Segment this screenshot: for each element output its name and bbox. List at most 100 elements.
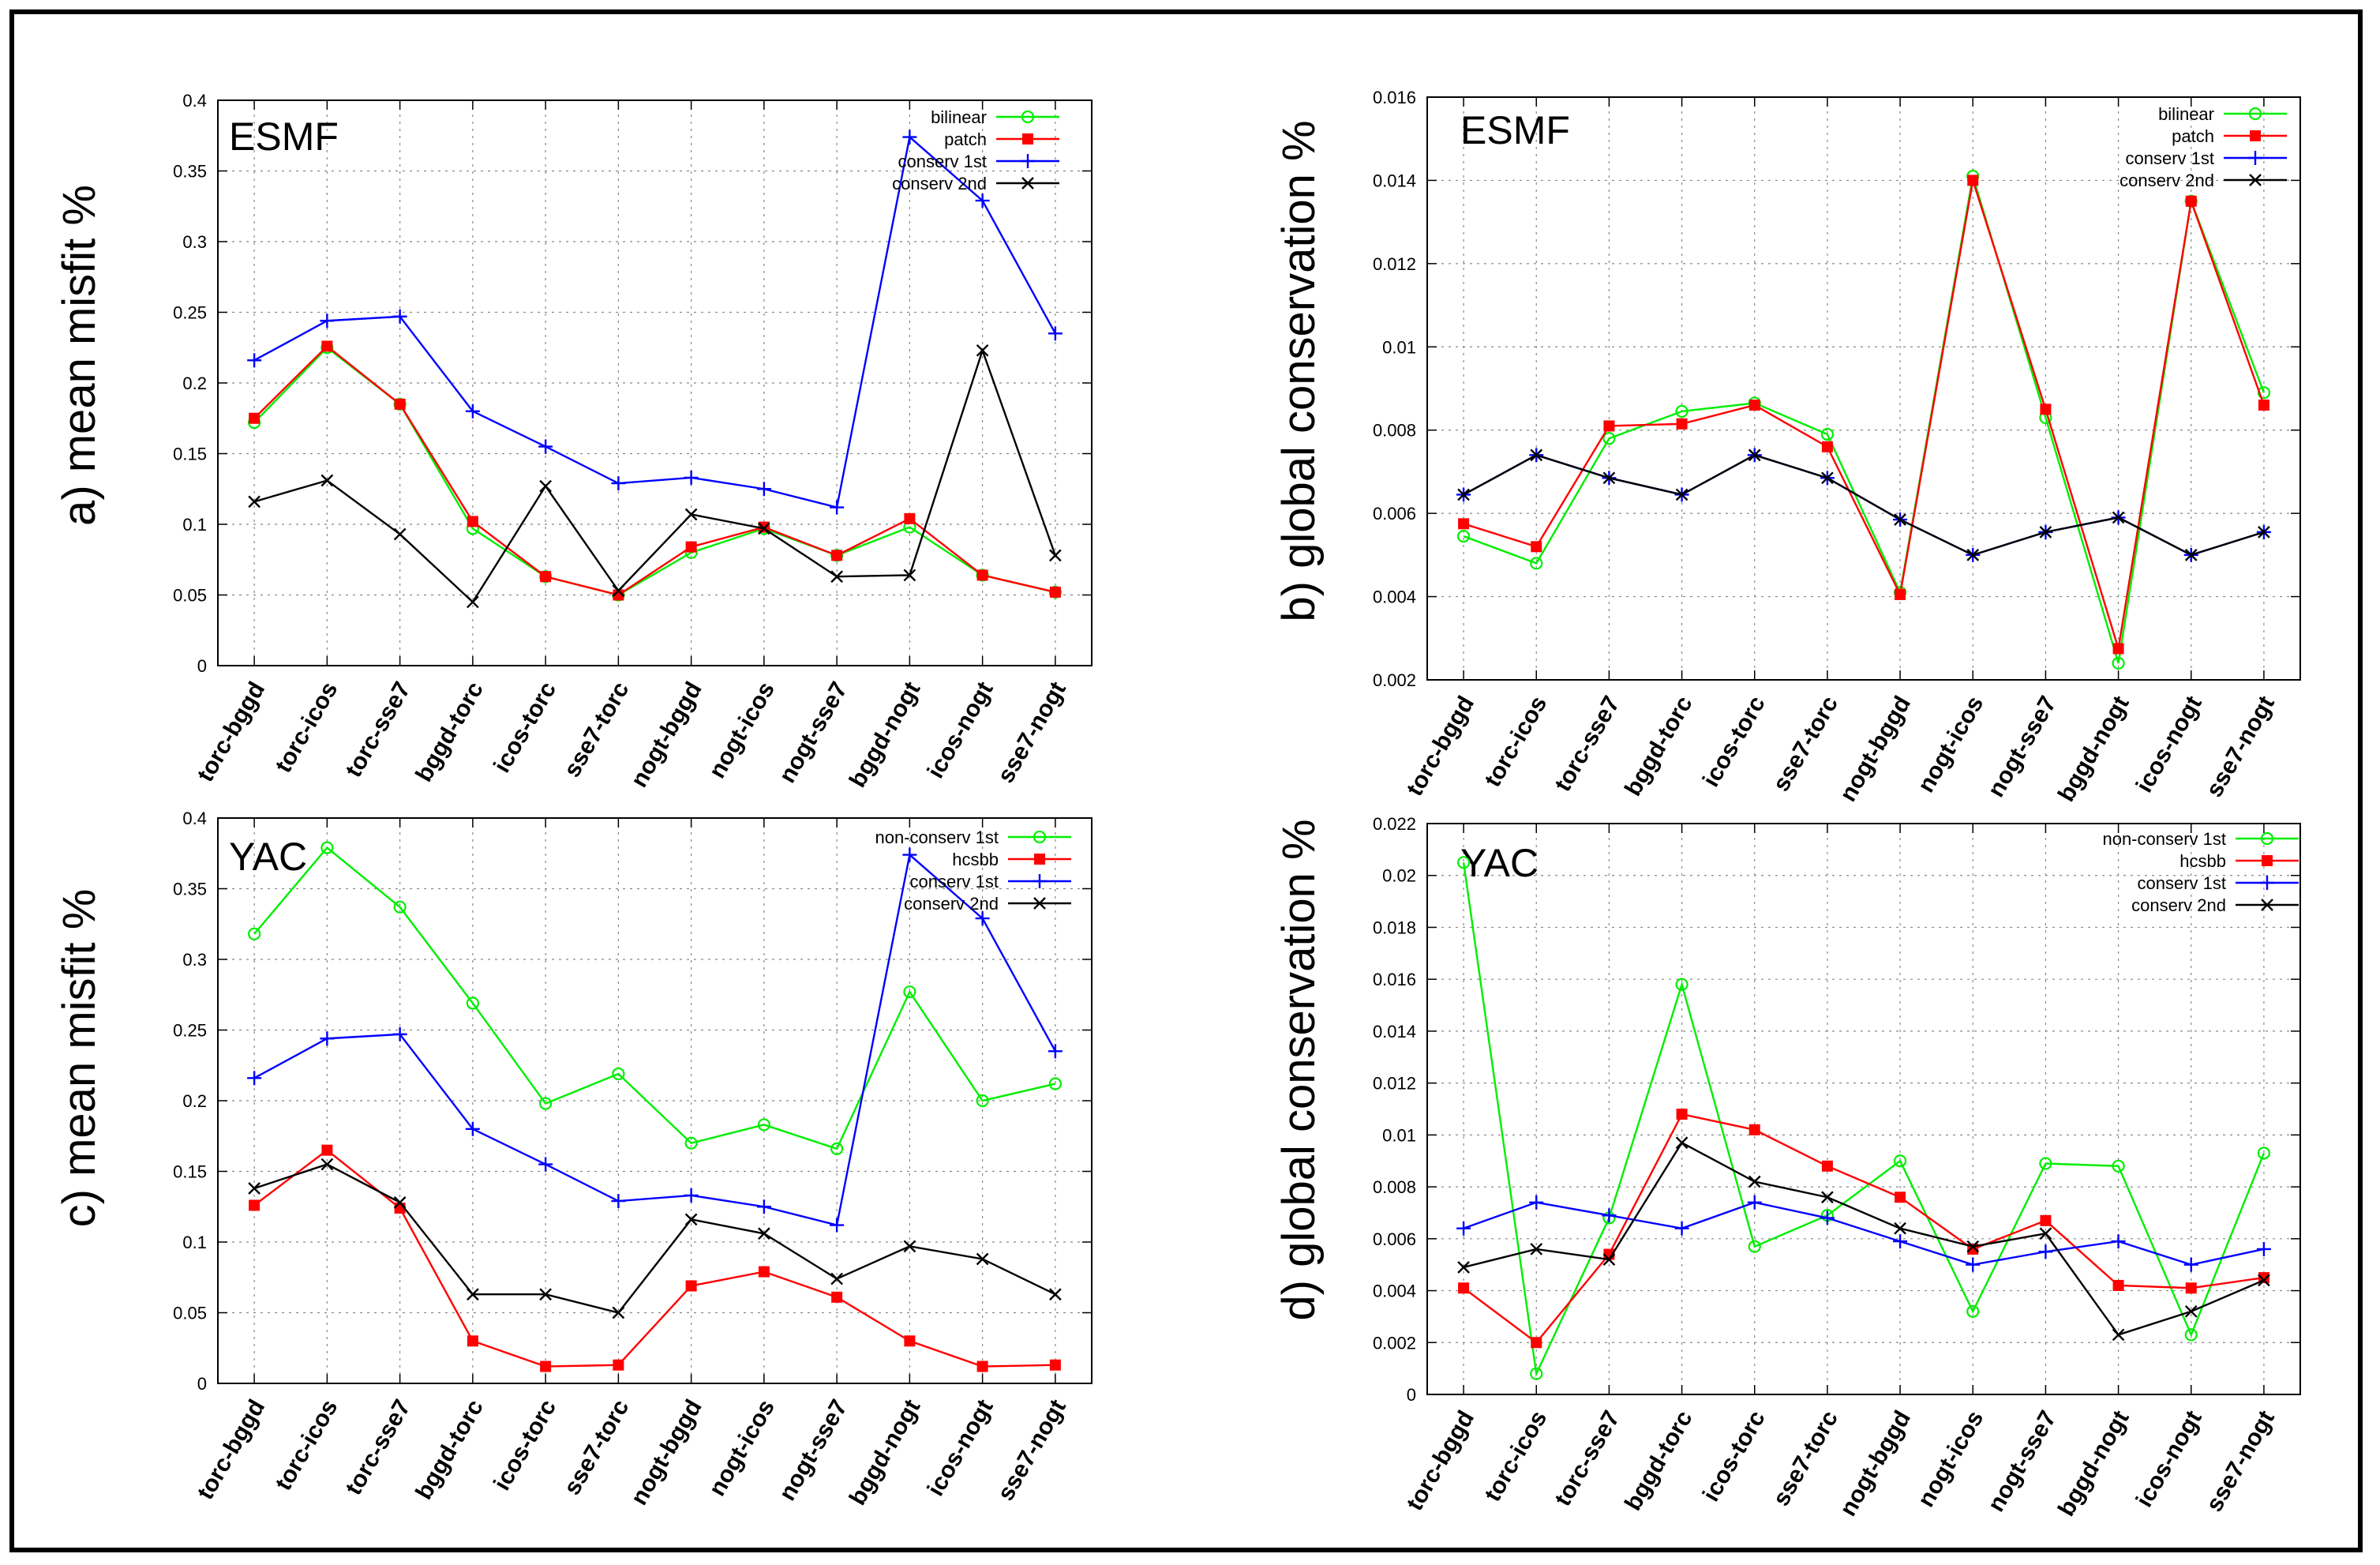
y-tick-label: 0.05: [173, 586, 207, 606]
data-point: [976, 569, 988, 581]
data-point: [2258, 400, 2269, 411]
data-point: [2258, 526, 2270, 539]
y-tick-label: 0: [197, 656, 207, 676]
y-tick-label: 0.012: [1373, 254, 1416, 274]
legend-label: bilinear: [931, 107, 987, 127]
plot-area: [1426, 823, 2301, 1395]
y-tick-label: 0.3: [182, 232, 207, 252]
series-line: [1463, 454, 2265, 557]
data-point: [1530, 557, 1543, 570]
data-point: [1821, 441, 1833, 452]
legend-marker: [1034, 854, 1045, 865]
data-point: [248, 1182, 260, 1195]
data-point: [1895, 588, 1906, 600]
data-point: [1602, 1208, 1617, 1223]
legend-marker: [1033, 874, 1047, 888]
data-point: [684, 470, 699, 485]
data-point: [2040, 403, 2052, 415]
x-tick-label: nogt-bggd: [1835, 692, 1916, 806]
data-point: [2184, 1304, 2198, 1318]
y-axis-label: d) global conservation %: [1273, 819, 1325, 1320]
data-point: [320, 474, 334, 487]
data-point: [2040, 1214, 2052, 1226]
y-tick-label: 0.25: [173, 303, 207, 323]
data-point: [465, 403, 480, 418]
data-point: [467, 1335, 478, 1347]
x-tick-label: torc-bggd: [193, 1395, 271, 1504]
x-tick-label: bggd-nogt: [845, 677, 926, 792]
data-point: [830, 1218, 845, 1233]
legend-label: conserv 2nd: [2131, 895, 2226, 915]
y-tick-label: 0.2: [182, 373, 207, 393]
data-point: [902, 129, 917, 144]
x-tick-label: nogt-icos: [1913, 692, 1988, 797]
data-point: [684, 1213, 698, 1226]
data-point: [830, 570, 843, 584]
data-point: [2039, 1227, 2052, 1240]
data-point: [685, 541, 697, 553]
data-point: [830, 500, 845, 515]
legend-marker: [2260, 831, 2274, 846]
legend-label: conserv 2nd: [2120, 171, 2214, 190]
panel-title: ESMF: [1460, 108, 1570, 152]
y-tick-label: 0.1: [182, 1233, 207, 1252]
data-point: [976, 343, 989, 357]
data-point: [466, 996, 479, 1010]
legend-marker: [2260, 876, 2274, 890]
data-point: [249, 1199, 260, 1211]
data-point: [903, 569, 916, 582]
data-point: [467, 1288, 479, 1301]
data-point: [540, 571, 552, 583]
data-point: [903, 1240, 916, 1253]
y-tick-label: 0.016: [1373, 970, 1416, 989]
legend-marker: [2248, 151, 2262, 165]
series-line: [253, 135, 1056, 509]
legend-label: conserv 1st: [910, 872, 999, 891]
data-point: [1676, 1109, 1688, 1120]
y-tick-label: 0.15: [173, 1162, 207, 1182]
data-point: [321, 1144, 333, 1156]
legend-marker: [2249, 174, 2262, 186]
x-tick-label: bggd-nogt: [2053, 692, 2135, 806]
x-tick-label: icos-torc: [489, 677, 561, 777]
y-tick-label: 0.006: [1373, 504, 1416, 524]
data-point: [320, 1031, 335, 1046]
data-point: [2257, 386, 2271, 400]
data-point: [830, 1142, 844, 1155]
x-tick-label: icos-torc: [1698, 1406, 1771, 1506]
data-point: [248, 495, 260, 509]
x-tick-label: torc-bggd: [1402, 692, 1480, 801]
data-point: [2039, 1157, 2052, 1170]
data-point: [904, 512, 916, 524]
x-tick-label: bggd-nogt: [845, 1395, 926, 1510]
data-point: [393, 1196, 407, 1209]
data-point: [1748, 1124, 1760, 1135]
x-tick-label: nogt-sse7: [1983, 1406, 2061, 1516]
x-tick-label: torc-icos: [1479, 692, 1552, 791]
data-point: [1895, 1192, 1906, 1203]
data-point: [1821, 1160, 1833, 1172]
x-tick-label: torc-bggd: [1402, 1406, 1480, 1515]
x-tick-label: icos-nogt: [2131, 692, 2207, 797]
y-tick-label: 0: [1407, 1385, 1416, 1405]
x-tick-label: nogt-icos: [704, 677, 780, 782]
legend-marker: [2248, 107, 2262, 121]
data-point: [2112, 643, 2124, 655]
data-point: [1820, 1210, 1835, 1225]
data-point: [1048, 1044, 1063, 1059]
data-point: [611, 1194, 626, 1209]
data-point: [465, 1121, 480, 1136]
data-point: [1531, 541, 1542, 553]
data-point: [1675, 488, 1688, 501]
data-point: [1458, 518, 1470, 530]
data-point: [684, 508, 698, 521]
data-point: [1602, 471, 1616, 485]
data-point: [1458, 1282, 1470, 1294]
y-tick-label: 0.004: [1373, 1282, 1416, 1301]
y-tick-label: 0.004: [1373, 587, 1416, 607]
panel-b: 0.002 0.004 0.006 0.008 0.01 0.012 0.014 0.016 t…: [1273, 88, 2301, 806]
legend-label: conserv 1st: [2126, 148, 2215, 168]
y-tick-label: 0.25: [173, 1021, 207, 1041]
